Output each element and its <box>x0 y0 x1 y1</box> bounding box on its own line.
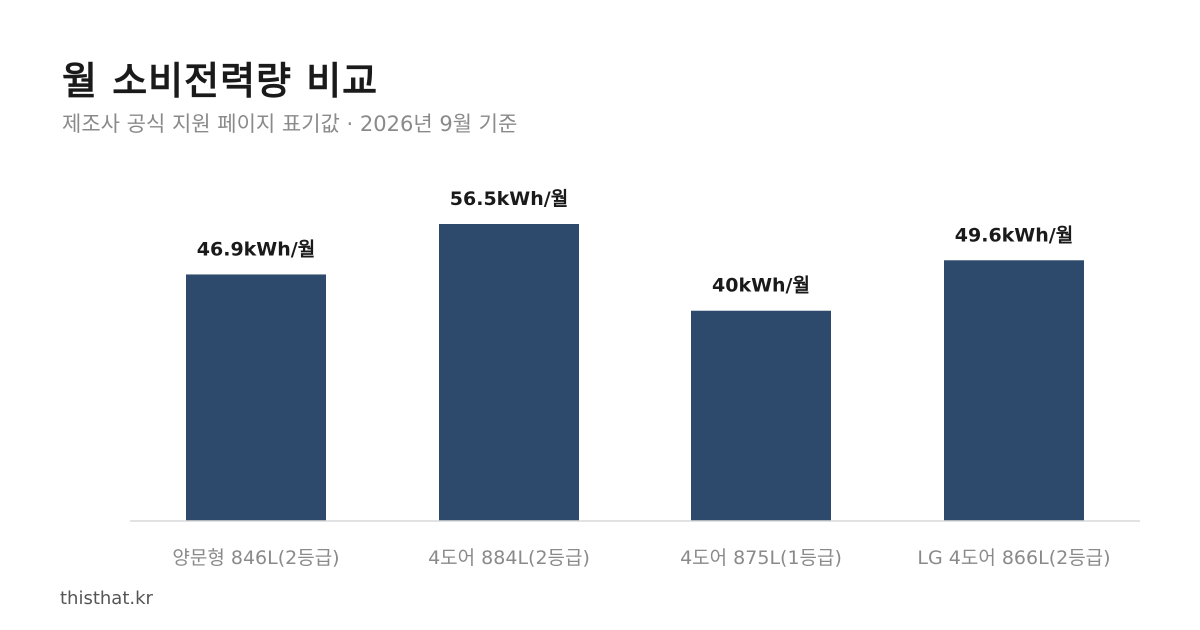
bar-2 <box>439 224 579 521</box>
source-credit: thisthat.kr <box>60 588 153 609</box>
bars-group <box>186 224 1084 521</box>
value-labels-group: 46.9kWh/월 56.5kWh/월 40kWh/월 49.6kWh/월 <box>197 188 1073 297</box>
bar-3 <box>691 310 831 521</box>
bar-value-label-4: 49.6kWh/월 <box>955 224 1073 246</box>
bar-value-label-3: 40kWh/월 <box>712 275 810 297</box>
x-tick-label-1: 양문형 846L(2등급) <box>172 547 339 569</box>
x-tick-label-3: 4도어 875L(1등급) <box>680 547 842 569</box>
bar-value-label-1: 46.9kWh/월 <box>197 238 315 260</box>
x-tick-label-2: 4도어 884L(2등급) <box>428 547 590 569</box>
chart-subtitle: 제조사 공식 지원 페이지 표기값 · 2026년 9월 기준 <box>62 112 518 136</box>
x-tick-label-4: LG 4도어 866L(2등급) <box>917 547 1110 569</box>
x-tick-labels-group: 양문형 846L(2등급) 4도어 884L(2등급) 4도어 875L(1등급) L… <box>172 547 1110 569</box>
bar-value-label-2: 56.5kWh/월 <box>450 188 568 210</box>
bar-1 <box>186 274 326 521</box>
chart-title: 월 소비전력량 비교 <box>62 59 379 103</box>
bar-4 <box>944 260 1084 521</box>
